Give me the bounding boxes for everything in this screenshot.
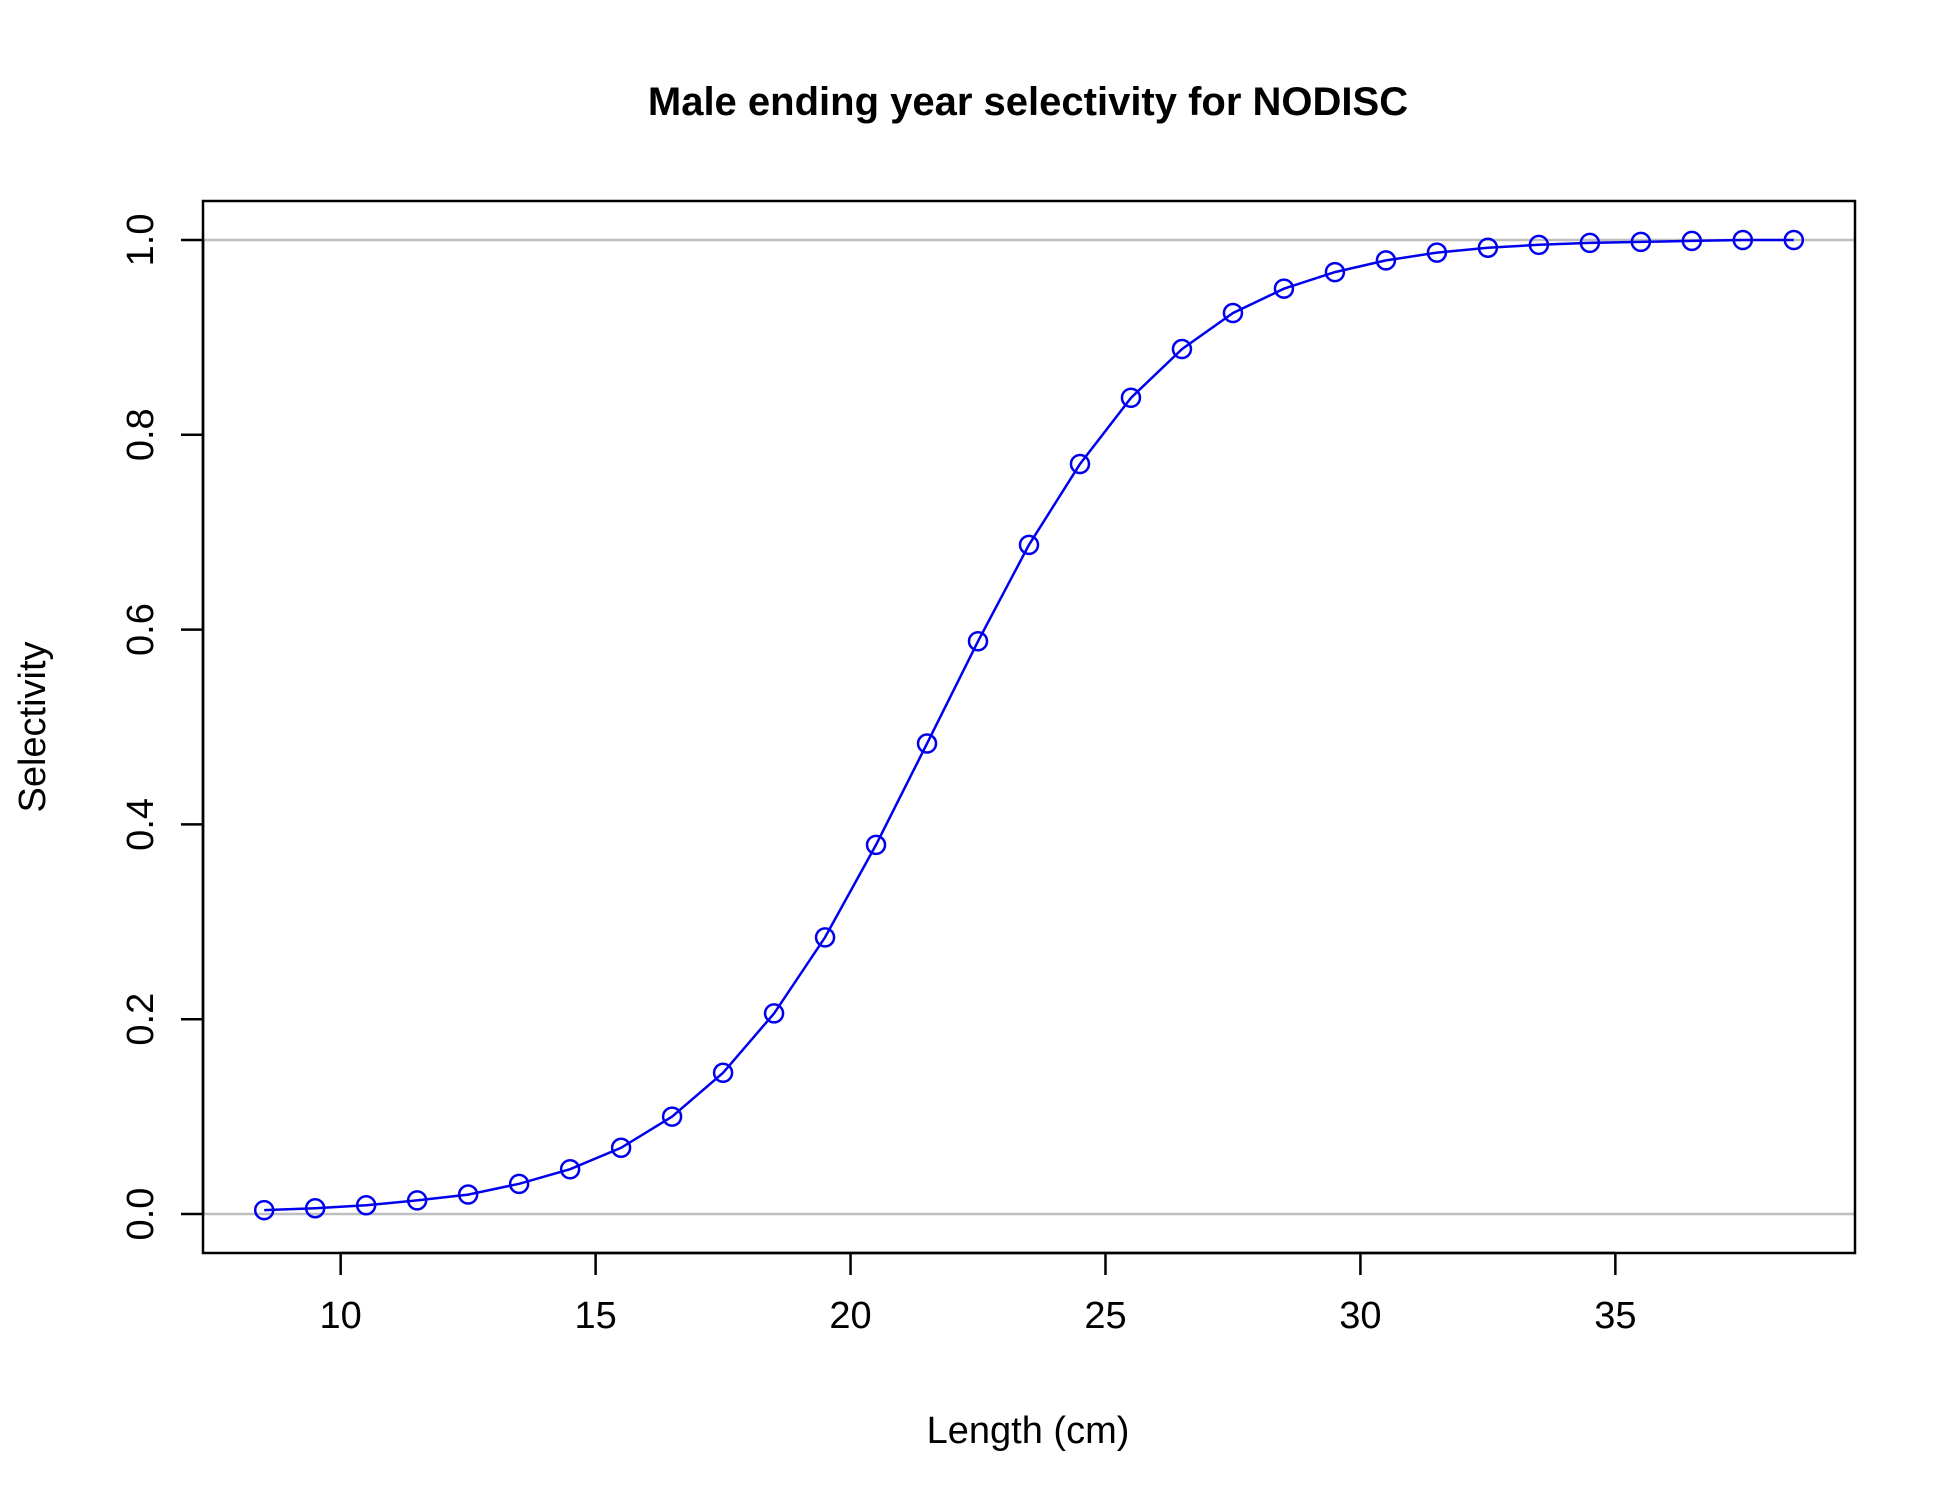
data-point	[304, 1197, 326, 1219]
data-point	[712, 1062, 734, 1084]
data-point	[610, 1137, 632, 1159]
data-point	[1477, 237, 1499, 259]
series-layer	[253, 229, 1805, 1221]
data-point	[508, 1173, 530, 1195]
data-point	[1375, 250, 1397, 271]
y-axis-label: Selectivity	[12, 641, 54, 812]
x-tick-label: 30	[1339, 1295, 1381, 1337]
y-tick-label: 0.0	[120, 1188, 162, 1241]
data-point	[1732, 229, 1754, 251]
data-point	[1528, 234, 1550, 256]
y-tick-label: 0.2	[120, 993, 162, 1046]
data-point	[967, 631, 989, 652]
data-point	[661, 1106, 683, 1127]
data-point	[559, 1158, 581, 1180]
y-tick-label: 0.6	[120, 603, 162, 656]
data-point	[763, 1003, 785, 1024]
series-line	[264, 238, 1794, 1212]
data-point	[1324, 261, 1346, 283]
x-tick-label: 20	[829, 1295, 871, 1337]
data-point	[1018, 534, 1040, 556]
data-point	[1681, 230, 1703, 252]
y-tick-label: 0.8	[120, 408, 162, 461]
y-axis: 0.0 0.2 0.4 0.6 0.8 1.0	[120, 214, 205, 1241]
y-tick-label: 0.4	[120, 798, 162, 851]
data-point	[1171, 338, 1193, 360]
data-point	[253, 1199, 275, 1221]
data-point	[1579, 232, 1601, 254]
x-axis: 10 15 20 25 30 35	[320, 1251, 1636, 1337]
data-point	[1120, 387, 1142, 409]
reference-lines	[203, 238, 1855, 1216]
data-point	[1630, 231, 1652, 253]
data-point	[406, 1190, 428, 1211]
x-axis-label: Length (cm)	[927, 1410, 1130, 1452]
x-tick-label: 15	[574, 1295, 616, 1337]
data-point	[1426, 242, 1448, 263]
data-point	[355, 1195, 377, 1216]
x-tick-label: 35	[1594, 1295, 1636, 1337]
y-tick-label: 1.0	[120, 214, 162, 267]
data-point	[1783, 229, 1805, 251]
chart-title: Male ending year selectivity for NODISC	[648, 80, 1408, 124]
data-point	[814, 927, 836, 948]
data-point	[916, 733, 938, 754]
data-point	[1222, 302, 1244, 324]
data-point	[457, 1184, 479, 1205]
data-point	[1069, 453, 1091, 475]
data-point	[865, 834, 887, 856]
x-tick-label: 10	[320, 1295, 362, 1337]
data-point	[1273, 278, 1295, 299]
x-tick-label: 25	[1084, 1295, 1126, 1337]
